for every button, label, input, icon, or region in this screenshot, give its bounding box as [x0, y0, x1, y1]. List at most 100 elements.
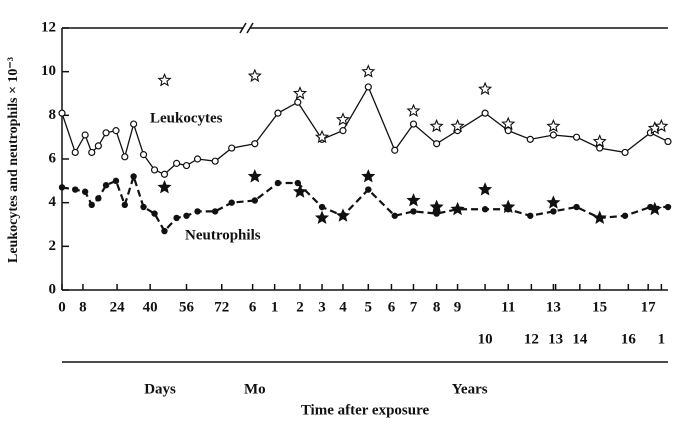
star	[361, 169, 376, 183]
point	[481, 109, 489, 117]
star	[335, 112, 351, 126]
star	[292, 184, 308, 198]
point	[160, 170, 169, 178]
point	[274, 179, 282, 187]
point	[211, 208, 219, 215]
point	[294, 179, 301, 187]
x-tick-label: 15	[592, 299, 607, 315]
point	[410, 208, 417, 215]
x-tick-label: 8	[79, 299, 87, 315]
y-axis-label: Leukocytes and neutrophils × 10⁻³	[6, 57, 21, 263]
star	[450, 201, 465, 216]
point	[172, 159, 181, 167]
x-tick-label: 6	[249, 299, 257, 315]
point	[294, 98, 302, 106]
y-tick-label: 4	[49, 194, 57, 210]
x-tick-label: 8	[433, 299, 441, 315]
y-tick-label: 8	[49, 107, 57, 123]
point	[88, 148, 96, 157]
y-tick-label: 2	[49, 238, 57, 254]
point	[251, 140, 259, 148]
x-tick-label: 13	[548, 331, 563, 347]
point	[58, 109, 66, 117]
x-tick-label: 24	[110, 299, 126, 315]
point	[151, 210, 158, 217]
star	[406, 103, 421, 117]
series-label: Leukocytes	[150, 110, 223, 126]
point	[81, 131, 89, 139]
star	[478, 81, 493, 96]
star	[592, 210, 607, 224]
point	[139, 151, 148, 159]
point	[621, 148, 629, 157]
x-tick-label: 17	[641, 299, 657, 315]
star	[335, 208, 351, 222]
x-tick-label: 1	[271, 299, 279, 315]
star	[478, 182, 493, 196]
point	[161, 227, 168, 235]
point	[433, 210, 440, 217]
point	[211, 157, 219, 165]
point	[173, 214, 180, 222]
period-label: Mo	[244, 381, 266, 397]
point	[409, 120, 418, 128]
star	[501, 199, 516, 214]
star	[361, 64, 376, 78]
point	[504, 127, 512, 135]
point	[664, 137, 672, 146]
star	[157, 72, 172, 87]
point	[112, 127, 120, 135]
point	[72, 186, 79, 193]
point	[274, 109, 282, 117]
point	[88, 201, 95, 209]
point	[130, 120, 138, 128]
y-tick-label: 0	[49, 281, 57, 297]
x-tick-label: 72	[214, 299, 229, 315]
point	[81, 188, 89, 195]
star	[647, 201, 662, 216]
point	[527, 212, 534, 219]
point	[130, 173, 137, 180]
x-tick-label: 16	[621, 331, 637, 347]
star	[450, 118, 465, 133]
point	[95, 195, 102, 202]
star	[157, 179, 172, 194]
point	[364, 83, 372, 91]
point	[58, 184, 66, 191]
point	[228, 144, 236, 152]
x-tick-label: 10	[478, 331, 493, 347]
x-tick-label: 0	[58, 299, 66, 315]
period-label: Years	[452, 381, 488, 397]
axis-break	[246, 22, 254, 34]
point	[121, 153, 129, 161]
x-tick-label: 1	[658, 331, 666, 347]
point	[526, 135, 534, 143]
point	[228, 199, 235, 206]
x-tick-label: 9	[454, 299, 462, 315]
x-axis-label: Time after exposure	[301, 402, 430, 418]
point	[596, 144, 604, 152]
x-tick-label: 2	[296, 299, 304, 315]
point	[121, 201, 129, 209]
x-tick-label: 4	[339, 299, 347, 315]
series-label: Neutrophils	[185, 227, 261, 243]
x-tick-label: 14	[572, 331, 588, 347]
point	[251, 197, 259, 204]
y-tick-label: 6	[49, 150, 57, 166]
point	[391, 212, 398, 219]
star	[314, 210, 330, 224]
point	[481, 206, 489, 213]
period-label: Days	[144, 381, 176, 397]
point	[550, 208, 557, 215]
x-tick-label: 13	[546, 299, 561, 315]
x-tick-label: 6	[388, 299, 396, 315]
star	[546, 195, 561, 209]
point	[194, 208, 201, 215]
point	[391, 146, 399, 154]
point	[102, 182, 110, 189]
point	[71, 148, 79, 157]
x-tick-label: 12	[524, 331, 539, 347]
star	[429, 199, 444, 214]
point	[112, 177, 120, 185]
